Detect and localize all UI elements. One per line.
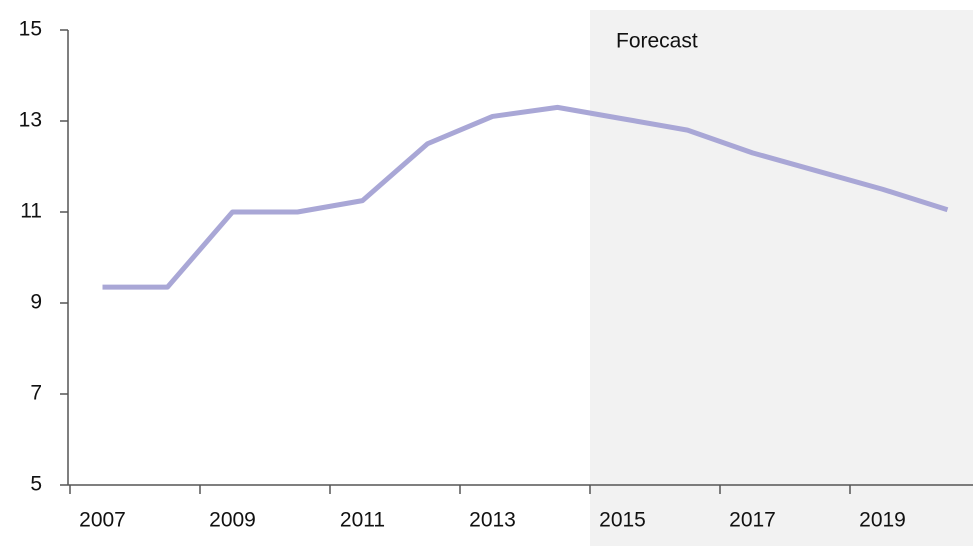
x-tick-label: 2013 [469,509,516,532]
y-tick-label: 11 [20,200,42,223]
annotation: Forecast [616,30,698,53]
x-tick-label: 2017 [729,509,776,532]
y-tick-label: 9 [30,291,42,314]
y-tick-label: 7 [30,382,42,405]
x-tick-label: 2019 [859,509,906,532]
line [102,104,949,290]
x-tick-label: 2007 [79,509,126,532]
forecast-region [590,10,973,546]
x-tick-label: 2015 [599,509,646,532]
x-tick-label: 2009 [209,509,256,532]
y-tick-label: 13 [19,109,42,132]
y-tick-label: 15 [19,18,42,41]
x-tick-label: 2011 [340,509,385,532]
y-tick-label: 5 [30,473,42,496]
